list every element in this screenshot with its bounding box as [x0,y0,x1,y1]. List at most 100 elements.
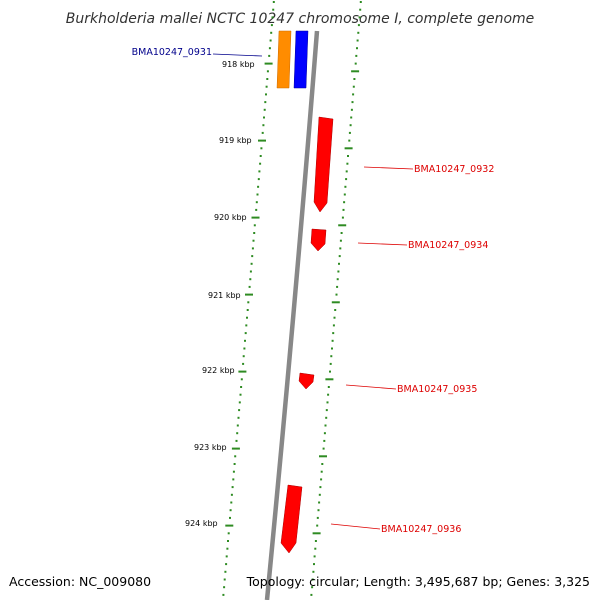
right-track-minor-tick [312,570,315,573]
right-track-minor-tick [358,16,361,19]
right-track-major-tick [319,455,327,458]
gene-arrow-0935[interactable] [298,372,315,390]
right-track-minor-tick [317,509,320,512]
left-track-minor-tick [223,586,226,589]
right-track-major-tick [325,378,334,381]
left-track-minor-tick [255,201,258,204]
leader-0934 [357,242,408,246]
gene-reverse-block[interactable] [293,30,309,89]
label-leaders [212,53,414,530]
right-track-minor-tick [351,101,354,104]
right-track-minor-tick [348,131,351,134]
right-track-minor-tick [334,309,337,311]
right-track-minor-tick [316,516,319,519]
right-track-minor-tick [356,39,359,42]
right-track-minor-tick [350,116,353,119]
left-track-minor-tick [266,70,269,73]
right-track-minor-tick [343,193,346,196]
right-track-minor-tick [329,370,331,373]
gene-label-0934[interactable]: BMA10247_0934 [408,240,488,251]
right-track-minor-tick [322,447,325,450]
right-track-minor-tick [352,93,355,96]
left-track-major-tick [264,62,273,65]
left-track-minor-tick [234,455,237,458]
tick-track-right [310,1,362,596]
right-track-minor-tick [330,355,333,358]
right-track-minor-tick [338,255,341,258]
right-track-minor-tick [325,409,328,412]
right-track-minor-tick [339,239,342,242]
right-track-minor-tick [320,470,323,473]
right-track-minor-tick [314,540,317,542]
right-track-minor-tick [329,362,332,365]
right-track-minor-tick [356,47,358,50]
gene-label-0931[interactable]: BMA10247_0931 [132,47,212,58]
left-track-minor-tick [230,501,233,504]
left-track-major-tick [231,447,240,450]
left-track-minor-tick [236,432,239,435]
right-track-minor-tick [326,401,329,404]
left-track-minor-tick [246,316,248,319]
left-track-minor-tick [227,532,230,535]
right-track-major-tick [351,70,360,73]
left-track-minor-tick [225,563,228,566]
left-track-minor-tick [244,339,246,342]
right-track-minor-tick [335,293,338,296]
right-track-minor-tick [332,332,335,335]
right-track-major-tick [344,147,353,150]
left-track-minor-tick [229,516,231,519]
right-track-minor-tick [314,547,317,550]
right-track-minor-tick [359,1,362,3]
left-track-minor-tick [250,262,253,265]
left-track-major-tick [251,216,260,219]
leader-0935 [345,384,397,390]
right-track-major-tick [312,532,321,535]
right-track-minor-tick [342,208,345,211]
gene-arrow-0934[interactable] [310,228,327,252]
topology-label: Topology: circular; Length: 3,495,687 bp… [246,574,590,589]
left-track-minor-tick [235,439,238,442]
left-track-minor-tick [268,54,271,57]
right-track-minor-tick [337,270,340,273]
right-track-minor-tick [357,31,360,34]
right-track-minor-tick [310,593,313,596]
left-track-minor-tick [232,470,235,473]
gene-label-0935[interactable]: BMA10247_0935 [397,384,477,395]
right-track-minor-tick [331,347,333,350]
right-track-minor-tick [346,162,349,165]
right-track-minor-tick [318,501,321,504]
right-track-major-tick [331,301,340,304]
left-track-minor-tick [227,540,229,542]
left-track-minor-tick [243,347,246,350]
gene-arrow-0932[interactable] [313,116,334,213]
gene-arrow-0936[interactable] [280,484,303,554]
right-track-minor-tick [338,262,340,265]
gene-label-0936[interactable]: BMA10247_0936 [381,524,461,535]
left-track-minor-tick [242,362,245,365]
left-track-minor-tick [231,486,234,489]
left-track-minor-tick [242,355,245,358]
right-track-minor-tick [347,155,349,157]
left-track-minor-tick [251,247,254,250]
right-track-minor-tick [341,216,344,219]
left-track-minor-tick [232,478,235,481]
left-track-major-tick [245,293,253,296]
right-track-minor-tick [311,578,314,581]
map-title: Burkholderia mallei NCTC 10247 chromosom… [66,11,535,27]
left-track-minor-tick [272,1,275,3]
kbp-label-921: 921 kbp [208,291,241,300]
right-track-minor-tick [353,78,356,80]
right-track-minor-tick [336,285,339,288]
right-track-minor-tick [340,232,343,234]
left-track-minor-tick [251,255,254,258]
left-track-minor-tick [261,131,264,134]
left-track-minor-tick [229,509,232,512]
right-track-minor-tick [311,586,314,589]
left-track-minor-tick [253,232,256,234]
chromosome-backbone [264,30,320,600]
gene-other-block[interactable] [276,30,292,89]
left-track-minor-tick [257,185,260,188]
right-track-minor-tick [323,439,326,442]
gene-label-0932[interactable]: BMA10247_0932 [414,164,494,175]
